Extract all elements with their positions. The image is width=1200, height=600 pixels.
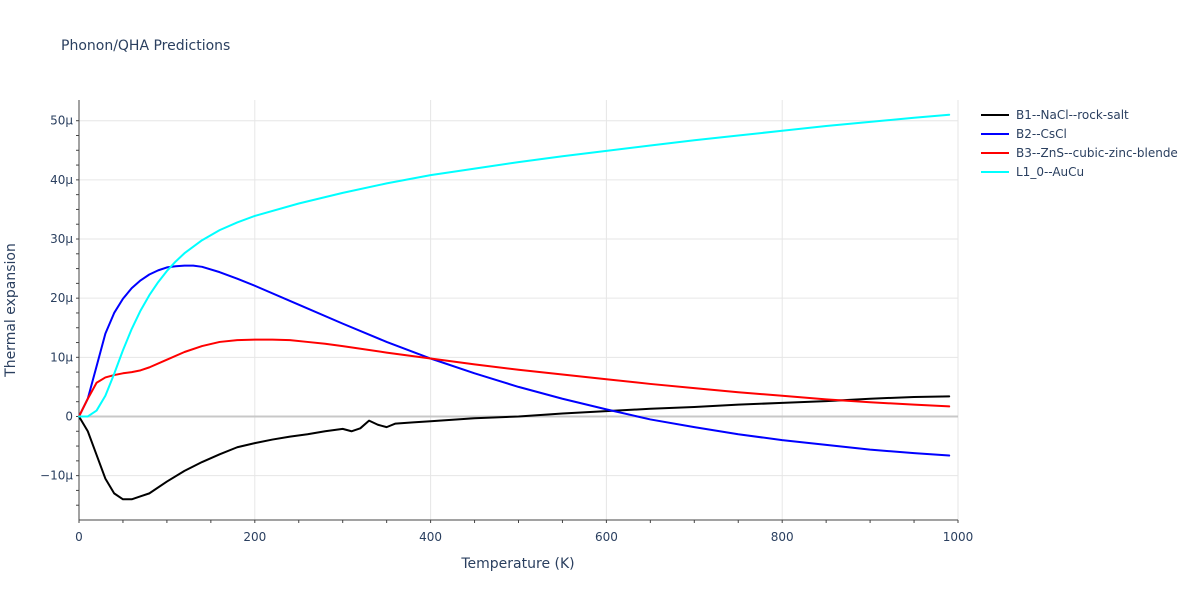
legend-label: B1--NaCl--rock-salt <box>1016 108 1129 122</box>
series-line-b2-cscl <box>78 264 951 457</box>
y-tick-label: 50μ <box>50 114 73 128</box>
legend-label: L1_0--AuCu <box>1016 165 1084 179</box>
axes <box>76 100 959 523</box>
x-tick-label: 1000 <box>943 530 974 544</box>
series-lines <box>78 113 951 501</box>
legend-label: B3--ZnS--cubic-zinc-blende <box>1016 146 1178 160</box>
x-tick-labels: 0 200 400 600 800 1000 <box>75 530 973 544</box>
legend-item[interactable]: L1_0--AuCu <box>981 165 1084 179</box>
y-tick-labels: −10μ 0 10μ 20μ 30μ 40μ 50μ <box>40 114 73 483</box>
legend-label: B2--CsCl <box>1016 127 1067 141</box>
y-tick-label: 20μ <box>50 291 73 305</box>
legend-item[interactable]: B3--ZnS--cubic-zinc-blende <box>981 146 1178 160</box>
chart-title: Phonon/QHA Predictions <box>61 38 230 54</box>
legend-item[interactable]: B2--CsCl <box>981 127 1067 141</box>
x-tick-label: 200 <box>243 530 266 544</box>
legend[interactable]: B1--NaCl--rock-salt B2--CsCl B3--ZnS--cubi… <box>981 108 1178 179</box>
series-line-l1-0-aucu <box>78 113 951 418</box>
y-axis-title: Thermal expansion <box>3 243 19 378</box>
x-tick-label: 800 <box>771 530 794 544</box>
series-line-b1-nacl-rock-salt <box>78 395 951 501</box>
x-tick-label: 600 <box>595 530 618 544</box>
y-tick-label: 10μ <box>50 350 73 364</box>
x-axis-title: Temperature (K) <box>460 556 574 572</box>
y-tick-label: −10μ <box>40 469 73 483</box>
y-tick-label: 30μ <box>50 232 73 246</box>
x-tick-label: 0 <box>75 530 83 544</box>
x-tick-label: 400 <box>419 530 442 544</box>
series-line-b3-zns-cubic-zinc-blende <box>78 338 951 418</box>
legend-item[interactable]: B1--NaCl--rock-salt <box>981 108 1129 122</box>
y-tick-label: 0 <box>65 409 73 423</box>
y-tick-label: 40μ <box>50 173 73 187</box>
